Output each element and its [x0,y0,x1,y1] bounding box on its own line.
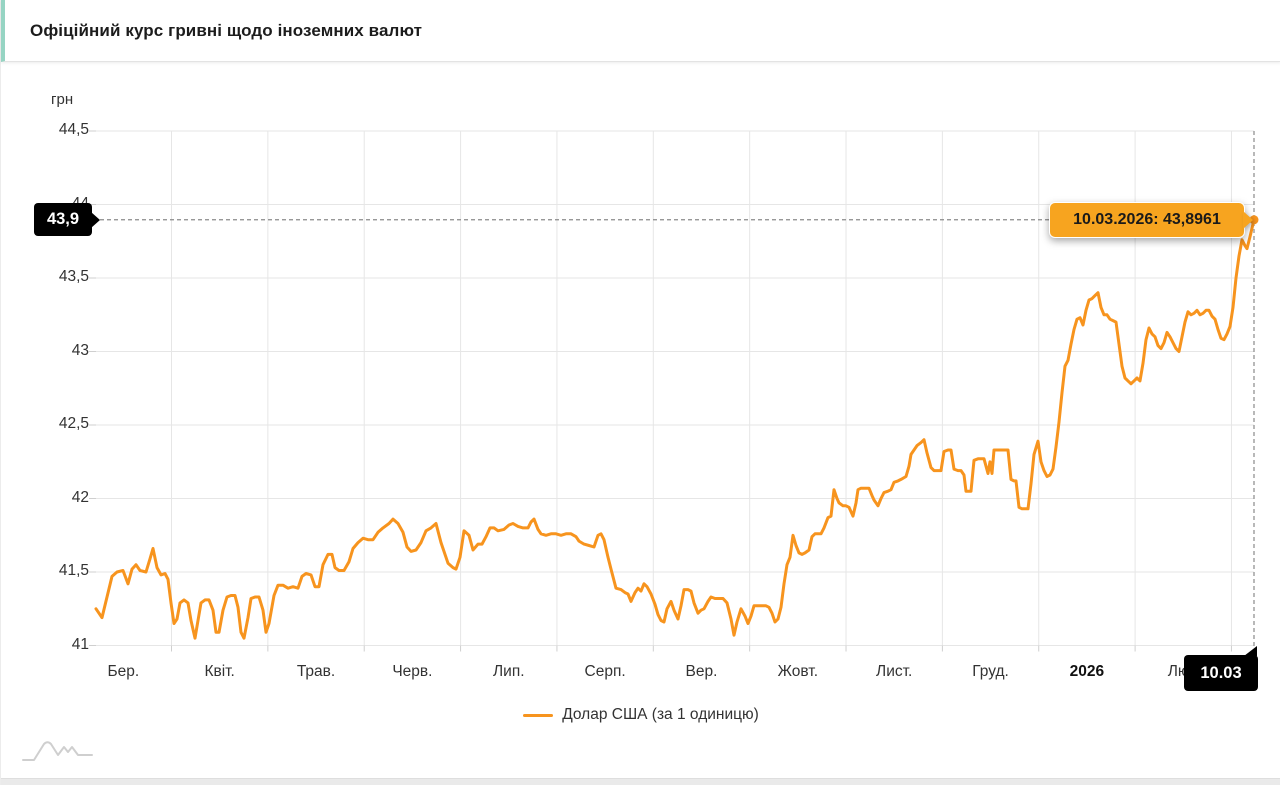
x-axis-month-label: 2026 [1069,663,1105,680]
x-axis-month-label: Вер. [685,663,718,680]
y-axis-tick-label: 44,5 [58,121,89,138]
usd-rate-line[interactable] [94,218,1256,640]
crosshair-value-badge: 43,9 [34,203,100,236]
page-header: Офіційний курс гривні щодо іноземних вал… [1,0,1280,62]
x-axis-month-label: Жовт. [777,663,818,680]
point-tooltip: 10.03.2026: 43,8961 [1049,202,1245,238]
x-axis-month-label: Лист. [876,663,913,680]
y-axis-tick-label: 43 [71,341,89,359]
legend-line-swatch-icon [523,713,554,717]
y-axis-tick-label: 42 [71,488,89,506]
y-axis-unit-label: грн [51,91,74,108]
y-axis-tick-label: 42,5 [58,415,89,432]
x-axis-month-label: Серп. [584,663,626,680]
x-axis-month-label: Трав. [296,663,336,680]
point-tooltip-text: 10.03.2026: 43,8961 [1073,211,1221,228]
x-axis-month-label: Груд. [972,663,1009,680]
bottom-divider [1,778,1280,785]
chart-legend: Долар США (за 1 одиницю) [1,706,1280,724]
x-axis-month-label: Бер. [107,663,140,680]
y-axis-tick-label: 41 [71,635,89,653]
page-title: Офіційний курс гривні щодо іноземних вал… [30,21,423,40]
sparkline-watermark-icon [22,741,93,761]
x-axis-month-label: Черв. [392,663,433,680]
y-axis-tick-label: 41,5 [58,562,89,579]
y-axis-tick-label: 43,5 [58,268,89,285]
x-axis-month-label: Лип. [492,663,525,680]
legend-label: Долар США (за 1 одиницю) [562,706,759,723]
crosshair-date-badge: 10.03 [1184,646,1258,691]
x-axis-month-label: Квіт. [204,663,235,680]
legend-item-usd[interactable]: Долар США (за 1 одиницю) [523,706,759,724]
